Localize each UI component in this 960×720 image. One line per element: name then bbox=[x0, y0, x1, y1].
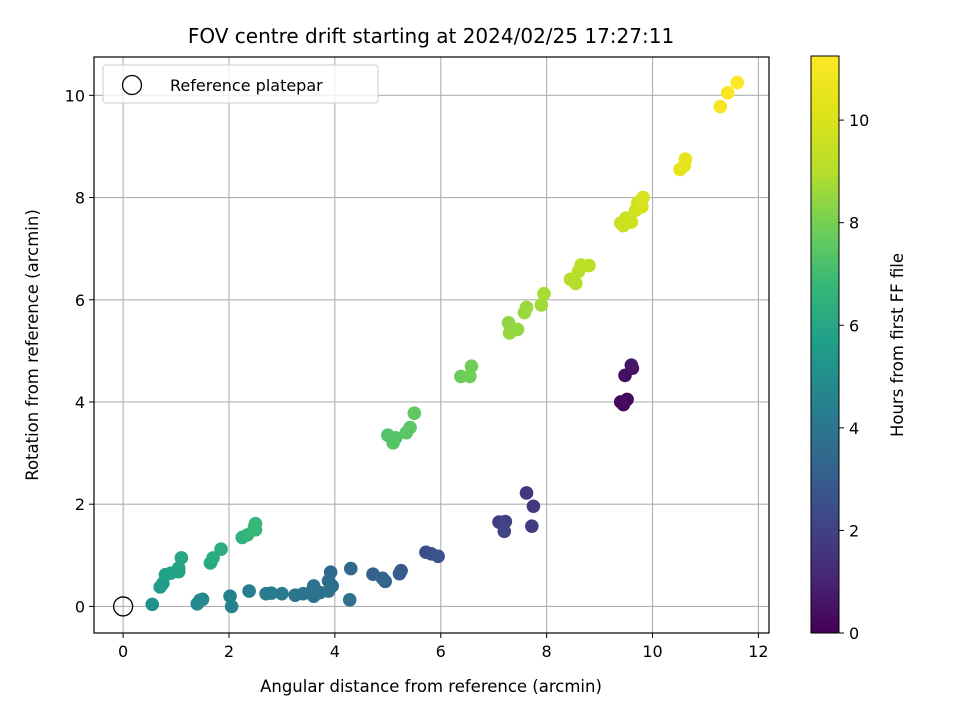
scatter-point bbox=[497, 524, 512, 539]
x-tick-label: 4 bbox=[330, 642, 340, 661]
scatter-points bbox=[145, 75, 745, 614]
reference-platepar-marker bbox=[112, 596, 134, 617]
scatter-point bbox=[247, 520, 262, 535]
scatter-point bbox=[510, 322, 525, 337]
scatter-point bbox=[713, 99, 728, 114]
scatter-point bbox=[464, 359, 479, 374]
colorbar-label: Hours from first FF file bbox=[888, 253, 907, 437]
colorbar-tick-label: 8 bbox=[849, 214, 859, 233]
scatter-point bbox=[306, 589, 321, 604]
scatter-point bbox=[190, 597, 205, 611]
scatter-point bbox=[582, 258, 596, 273]
y-axis-ticks: 0 2 4 6 8 10 bbox=[65, 86, 94, 616]
x-tick-label: 8 bbox=[542, 642, 552, 661]
colorbar-tick-label: 2 bbox=[849, 521, 859, 540]
chart-title: FOV centre drift starting at 2024/02/25 … bbox=[188, 24, 674, 48]
scatter-point bbox=[525, 519, 539, 533]
scatter-point bbox=[242, 584, 256, 598]
scatter-point bbox=[214, 542, 228, 556]
scatter-point bbox=[431, 549, 445, 564]
scatter-point bbox=[174, 551, 189, 565]
y-tick-label: 2 bbox=[75, 495, 85, 514]
y-tick-label: 6 bbox=[75, 291, 85, 310]
scatter-point bbox=[275, 586, 289, 601]
scatter-point bbox=[342, 592, 357, 607]
y-tick-label: 10 bbox=[65, 86, 85, 105]
plot-frame bbox=[93, 56, 770, 634]
scatter-point bbox=[678, 152, 693, 167]
scatter-point bbox=[403, 420, 417, 435]
scatter-point bbox=[519, 486, 534, 500]
legend-label-reference: Reference platepar bbox=[170, 76, 323, 95]
x-tick-label: 6 bbox=[436, 642, 446, 661]
reference-marker-layer bbox=[112, 596, 134, 617]
scatter-point bbox=[343, 561, 358, 576]
scatter-point bbox=[171, 561, 186, 575]
scatter-point bbox=[407, 406, 422, 421]
scatter-point bbox=[223, 589, 237, 604]
x-tick-label: 2 bbox=[224, 642, 234, 661]
x-axis-label: Angular distance from reference (arcmin) bbox=[260, 677, 602, 696]
scatter-point bbox=[392, 566, 407, 581]
x-tick-label: 0 bbox=[118, 642, 128, 661]
scatter-point bbox=[224, 599, 239, 614]
scatter-point bbox=[720, 85, 735, 100]
y-tick-label: 4 bbox=[75, 393, 85, 412]
colorbar-tick-label: 10 bbox=[849, 111, 869, 130]
scatter-point bbox=[288, 588, 302, 602]
x-tick-label: 12 bbox=[748, 642, 768, 661]
legend: Reference platepar bbox=[102, 64, 379, 104]
colorbar bbox=[810, 55, 840, 634]
scatter-point bbox=[730, 75, 745, 90]
colorbar-tick-label: 0 bbox=[849, 624, 859, 643]
scatter-point bbox=[568, 276, 583, 291]
y-tick-label: 0 bbox=[75, 597, 85, 616]
scatter-point bbox=[321, 574, 336, 588]
legend-box bbox=[102, 64, 379, 104]
scatter-point bbox=[388, 430, 403, 445]
scatter-point bbox=[624, 215, 639, 229]
scatter-point bbox=[259, 586, 273, 601]
colorbar-tick-label: 4 bbox=[849, 419, 859, 438]
x-axis-ticks: 0 2 4 6 8 10 12 bbox=[118, 633, 769, 661]
scatter-point bbox=[537, 286, 551, 301]
scatter-point bbox=[375, 571, 390, 586]
scatter-point bbox=[636, 190, 650, 205]
colorbar-tick-label: 6 bbox=[849, 316, 859, 335]
grid-lines bbox=[94, 57, 769, 633]
scatter-point bbox=[206, 551, 220, 565]
scatter-point bbox=[624, 358, 639, 372]
y-tick-label: 8 bbox=[75, 189, 85, 208]
scatter-point bbox=[145, 597, 160, 612]
y-axis-label: Rotation from reference (arcmin) bbox=[23, 209, 42, 481]
scatter-point bbox=[463, 369, 477, 384]
x-tick-label: 10 bbox=[642, 642, 662, 661]
scatter-point bbox=[526, 499, 541, 514]
colorbar-ticks: 0 2 4 6 8 10 bbox=[839, 111, 869, 643]
scatter-point bbox=[620, 392, 634, 407]
scatter-point bbox=[534, 298, 549, 312]
scatter-point bbox=[519, 300, 534, 315]
legend-open-circle-icon bbox=[121, 74, 143, 96]
